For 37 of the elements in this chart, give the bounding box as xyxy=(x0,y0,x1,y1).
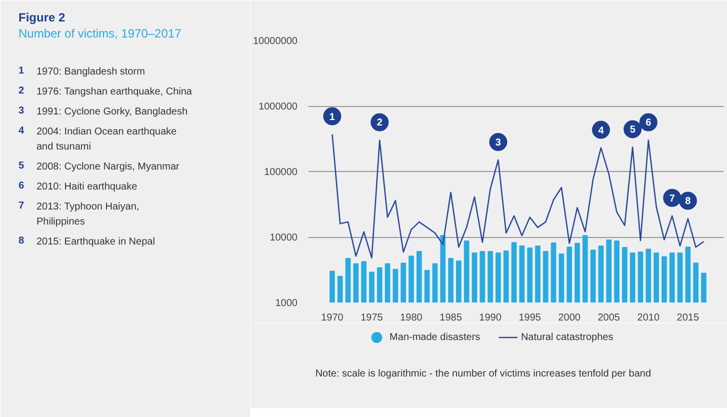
legend-label: Natural catastrophes xyxy=(520,332,614,343)
text: 8 2015: Earthquake in Nepal xyxy=(18,236,155,248)
x-tick-label: 2005 xyxy=(598,312,620,324)
annotation: 7 xyxy=(669,193,676,204)
x-tick-label: 1980 xyxy=(400,312,423,324)
text: 4 2004: Indian Ocean earthquake and tsunami xyxy=(18,126,177,152)
line-series xyxy=(332,134,704,259)
text: 1 1970: Bangladesh storm xyxy=(18,66,145,78)
x-tick-label: 1990 xyxy=(479,312,502,324)
x-tick-label: 1970 xyxy=(321,312,344,324)
annotation: 3 xyxy=(495,137,502,148)
annotation: 4 xyxy=(598,125,604,136)
text: 2 1976: Tangshan earthquake, China xyxy=(18,86,192,98)
x-tick-label: 1985 xyxy=(440,312,462,324)
annotation: 8 xyxy=(685,196,692,208)
x-tick-label: 2010 xyxy=(637,312,660,324)
annotation: 5 xyxy=(630,124,636,136)
x-tick-label: 1975 xyxy=(360,312,384,324)
x-tick-label: 2000 xyxy=(558,312,581,324)
legend-label: Man-made disasters xyxy=(390,332,480,343)
text: Note: scale is logarithmic - the number of victims increases tenfold per band xyxy=(315,368,652,380)
annotation: 1 xyxy=(329,112,336,123)
y-tick-label: 10000 xyxy=(270,232,298,244)
x-tick-label: 1995 xyxy=(518,312,542,324)
text: Figure 2 xyxy=(18,10,66,24)
y-tick-label: 100000 xyxy=(264,167,298,178)
text: Number of victims, 1970–2017 xyxy=(18,26,182,40)
x-tick-label: 2015 xyxy=(676,312,700,324)
annotation: 2 xyxy=(376,118,383,129)
annotation: 6 xyxy=(646,118,652,129)
text: 3 1991: Cyclone Gorky, Bangladesh xyxy=(18,106,188,118)
y-tick-label: 1000000 xyxy=(258,102,298,112)
y-tick-label: 10000000 xyxy=(253,36,298,47)
text: 5 2008: Cyclone Nargis, Myanmar xyxy=(18,160,180,172)
y-tick-label: 1000 xyxy=(275,298,298,309)
text: 6 2010: Haiti earthquake xyxy=(18,180,138,192)
text: 7 2013: Typhoon Haiyan, Philippines xyxy=(18,200,140,228)
